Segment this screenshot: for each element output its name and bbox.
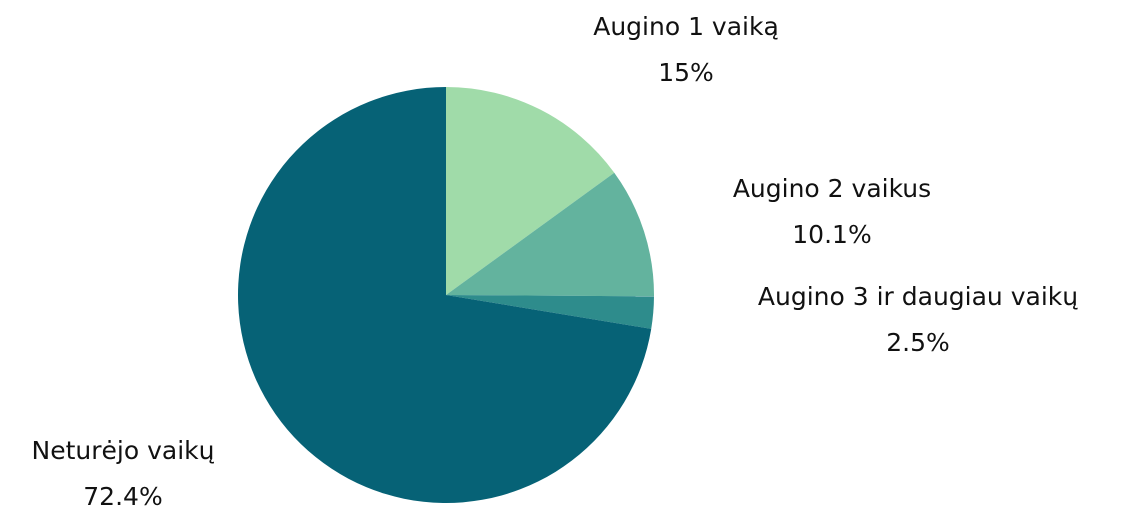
pie-slice bbox=[446, 172, 654, 297]
slice-value: 72.4% bbox=[83, 482, 162, 508]
slice-value: 15% bbox=[658, 58, 714, 87]
pie-slice bbox=[237, 87, 652, 503]
slice-label: Augino 2 vaikus bbox=[733, 174, 931, 203]
pie-slice bbox=[446, 295, 654, 329]
slice-value: 2.5% bbox=[886, 328, 950, 357]
slice-label: Neturėjo vaikų bbox=[32, 436, 215, 465]
slice-value: 10.1% bbox=[792, 220, 871, 249]
slice-label: Augino 3 ir daugiau vaikų bbox=[758, 282, 1078, 311]
slice-label: Augino 1 vaiką bbox=[593, 12, 779, 41]
pie-slice bbox=[446, 87, 615, 295]
